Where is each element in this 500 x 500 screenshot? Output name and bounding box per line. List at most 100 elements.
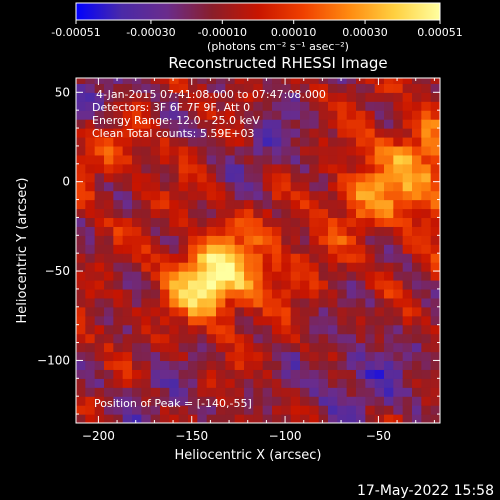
- heatmap-cell: [412, 208, 422, 219]
- heatmap-cell: [178, 217, 189, 227]
- heatmap-cell: [281, 244, 292, 254]
- heatmap-cell: [178, 414, 189, 423]
- heatmap-cell: [262, 208, 273, 219]
- heatmap-cell: [309, 324, 320, 335]
- heatmap-cell: [374, 136, 385, 147]
- heatmap-cell: [141, 78, 152, 84]
- heatmap-cell: [253, 342, 264, 353]
- heatmap-cell: [113, 244, 124, 254]
- heatmap-cell: [262, 199, 273, 210]
- heatmap-cell: [85, 244, 96, 254]
- heatmap-cell: [234, 405, 245, 415]
- heatmap-cell: [421, 110, 432, 120]
- heatmap-cell: [216, 163, 226, 174]
- heatmap-cell: [318, 271, 329, 281]
- heatmap-cell: [384, 396, 394, 406]
- heatmap-cell: [328, 351, 338, 362]
- heatmap-cell: [421, 279, 432, 290]
- heatmap-cell: [430, 119, 440, 129]
- heatmap-cell: [253, 253, 264, 263]
- heatmap-cell: [178, 405, 189, 415]
- heatmap-cell: [141, 208, 152, 219]
- heatmap-cell: [272, 279, 282, 290]
- heatmap-cell: [402, 279, 413, 290]
- heatmap-cell: [197, 333, 208, 344]
- heatmap-cell: [374, 83, 385, 93]
- heatmap-cell: [150, 315, 161, 326]
- heatmap-cell: [272, 208, 282, 219]
- heatmap-cell: [337, 378, 348, 388]
- heatmap-cell: [76, 83, 86, 93]
- heatmap-cell: [188, 110, 198, 120]
- heatmap-cell: [188, 387, 198, 397]
- heatmap-cell: [402, 297, 413, 308]
- heatmap-cell: [365, 414, 376, 423]
- heatmap-cell: [421, 342, 432, 353]
- heatmap-cell: [94, 333, 105, 344]
- heatmap-cell: [94, 83, 105, 93]
- heatmap-cell: [113, 297, 124, 308]
- heatmap-cell: [402, 396, 413, 406]
- y-tick-label: −50: [45, 264, 70, 278]
- heatmap-cell: [430, 279, 440, 290]
- heatmap-cell: [262, 163, 273, 174]
- heatmap-cell: [104, 414, 114, 423]
- heatmap-cell: [393, 83, 404, 93]
- heatmap-cell: [188, 253, 198, 263]
- heatmap-cell: [421, 253, 432, 263]
- heatmap-cell: [141, 360, 152, 370]
- heatmap-cell: [262, 369, 273, 379]
- heatmap-cell: [318, 78, 329, 84]
- heatmap-cell: [412, 351, 422, 362]
- heatmap-cell: [309, 351, 320, 362]
- heatmap-cell: [150, 288, 161, 299]
- heatmap-cell: [160, 405, 170, 415]
- heatmap-cell: [374, 306, 385, 317]
- heatmap-cell: [132, 297, 142, 308]
- heatmap-cell: [160, 110, 170, 120]
- heatmap-cell: [328, 217, 338, 227]
- heatmap-cell: [365, 315, 376, 326]
- heatmap-cell: [94, 145, 105, 156]
- heatmap-cell: [309, 163, 320, 174]
- heatmap-cell: [94, 217, 105, 227]
- heatmap-cell: [132, 387, 142, 397]
- heatmap-cell: [141, 154, 152, 165]
- heatmap-cell: [169, 110, 180, 120]
- heatmap-cell: [421, 208, 432, 219]
- heatmap-cell: [253, 208, 264, 219]
- colorbar-unit-label: (photons cm⁻² s⁻¹ asec⁻²): [207, 40, 349, 53]
- heatmap-cell: [346, 101, 357, 111]
- heatmap-cell: [402, 119, 413, 129]
- heatmap-cell: [309, 217, 320, 227]
- heatmap-cell: [113, 217, 124, 227]
- heatmap-cell: [337, 172, 348, 183]
- heatmap-cell: [206, 244, 217, 254]
- heatmap-cell: [113, 119, 124, 129]
- heatmap-cell: [272, 369, 282, 379]
- heatmap-cell: [290, 208, 301, 219]
- heatmap-cell: [402, 163, 413, 174]
- heatmap-cell: [244, 172, 254, 183]
- heatmap-cell: [122, 414, 133, 423]
- heatmap-cell: [178, 190, 189, 201]
- heatmap-cell: [356, 217, 366, 227]
- heatmap-cell: [169, 396, 180, 406]
- heatmap-cell: [365, 253, 376, 263]
- heatmap-cell: [113, 128, 124, 138]
- heatmap-cell: [412, 324, 422, 335]
- heatmap-cell: [309, 101, 320, 111]
- heatmap-cell: [290, 279, 301, 290]
- heatmap-cell: [160, 199, 170, 210]
- heatmap-cell: [234, 279, 245, 290]
- heatmap-cell: [337, 315, 348, 326]
- heatmap-cell: [430, 351, 440, 362]
- heatmap-cell: [346, 226, 357, 236]
- heatmap-cell: [197, 306, 208, 317]
- heatmap-cell: [76, 262, 86, 272]
- heatmap-cell: [430, 172, 440, 183]
- heatmap-cell: [244, 342, 254, 353]
- heatmap-cell: [412, 190, 422, 201]
- heatmap-cell: [178, 145, 189, 156]
- heatmap-cell: [169, 262, 180, 272]
